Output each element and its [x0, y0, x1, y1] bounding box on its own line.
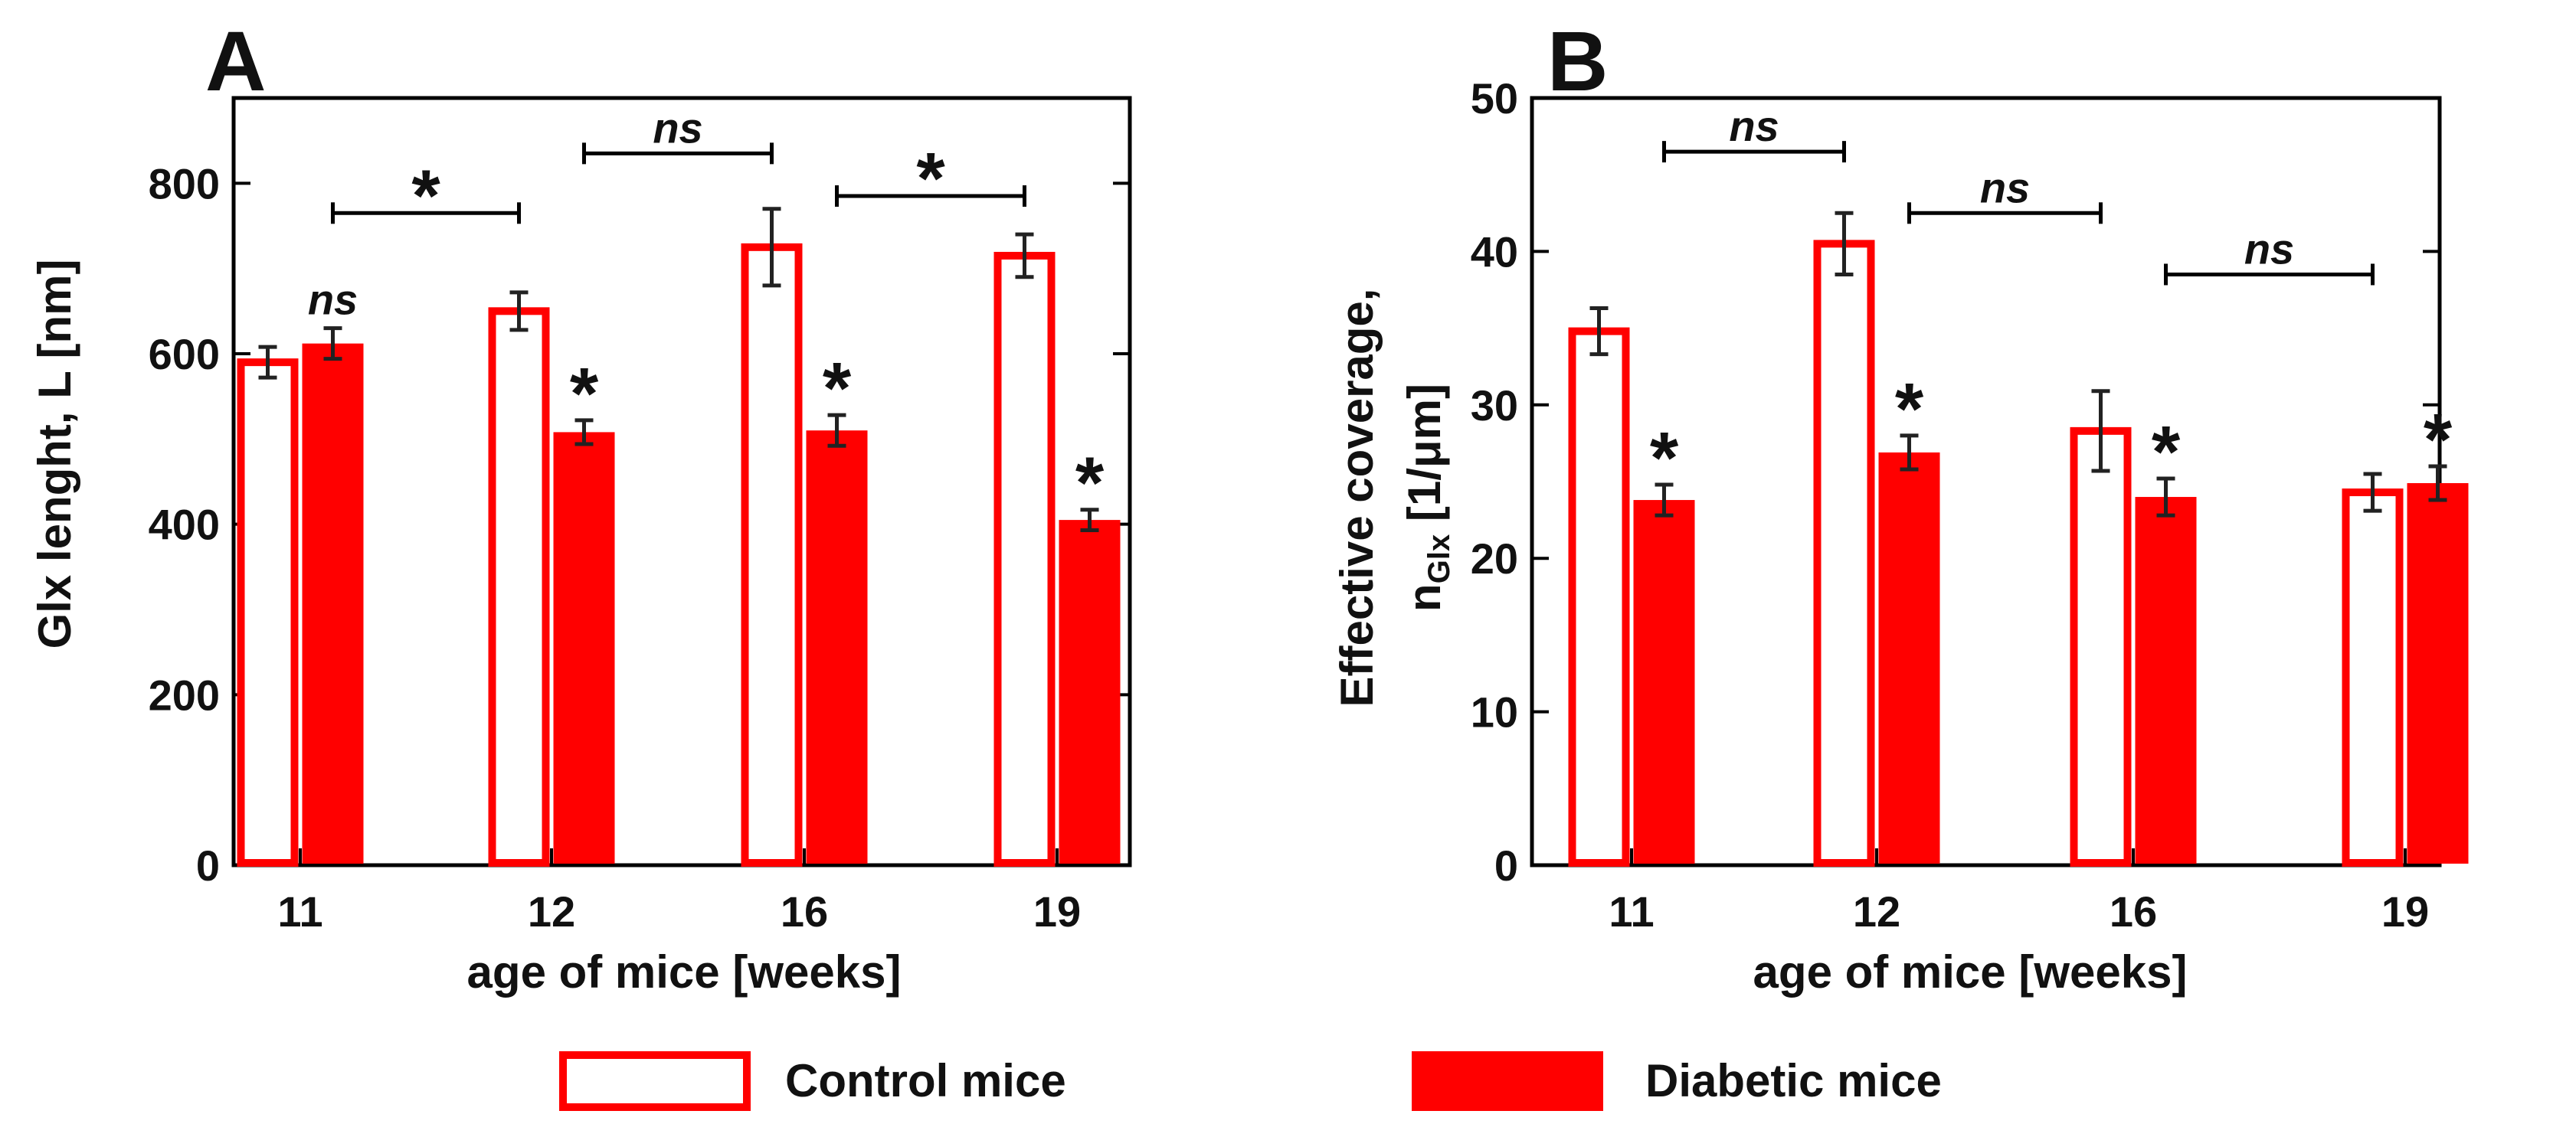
legend-swatch-diabetic [1412, 1051, 1603, 1111]
panel-b-y-tick-label: 40 [1471, 227, 1518, 276]
panel-a-bar-control [237, 358, 299, 867]
legend-label-control: Control mice [785, 1055, 1066, 1106]
panel-b-x-axis-title: age of mice [weeks] [1753, 946, 2188, 998]
panel-b-comparison-label: ns [1980, 163, 2030, 211]
panel-a-x-tick-label: 11 [277, 887, 322, 936]
panel-b-y-tick-label: 50 [1471, 74, 1518, 123]
panel-b-bar-control [2070, 426, 2132, 867]
panel-b-y-axis-title-line2: nGlx [1/μm] [1399, 384, 1456, 612]
panel-a-plot: 0 200 400 600 800 11 12 16 19 ns * * * * ns * [149, 96, 1132, 936]
panel-a-x-axis-title: age of mice [weeks] [467, 946, 902, 998]
panel-a-bar-annotation: * [570, 353, 599, 435]
panel-a-y-tick-label: 800 [149, 159, 220, 207]
panel-a-y-tick-label: 600 [149, 330, 220, 378]
panel-b-x-tick-label: 19 [2381, 887, 2429, 936]
panel-a-bar-control [993, 251, 1056, 867]
panel-b-y-axis-title-line1: Effective coverage, [1331, 289, 1383, 707]
panel-b-plot: 0 10 20 30 40 50 11 12 16 19 * * * * ns ns ns [1471, 74, 2469, 936]
panel-a-y-tick-label: 0 [196, 841, 220, 890]
legend: Control mice Diabetic mice [559, 1051, 1942, 1111]
panel-b-y-tick-label: 20 [1471, 534, 1518, 583]
panel-b-bar-annotation: * [2424, 399, 2453, 481]
legend-label-diabetic: Diabetic mice [1645, 1055, 1942, 1106]
panel-a-x-tick-label: 19 [1033, 887, 1081, 936]
panel-b-x-tick-label: 16 [2110, 887, 2157, 936]
panel-b-bar-annotation: * [1650, 417, 1679, 499]
panel-a-y-axis-title: Glx lenght, L [nm] [29, 260, 80, 649]
panel-b-bar-annotation: * [2152, 411, 2181, 493]
panel-a-comparison-label: * [411, 155, 440, 237]
panel-a-bar-diabetic [1059, 520, 1121, 864]
panel-b-x-tick-label: 12 [1853, 887, 1900, 936]
panel-b-bar-annotation: * [1895, 368, 1924, 450]
panel-b-y-tick-label: 30 [1471, 381, 1518, 430]
panel-b-bar-control [1568, 327, 1630, 867]
panel-b-bar-diabetic [2135, 497, 2197, 864]
panel-b: B Effective coverage, nGlx [1/μm] age of… [1331, 15, 2469, 998]
panel-a-letter: A [205, 15, 266, 109]
panel-b-letter: B [1547, 15, 1608, 109]
panel-a-bar-annotation: ns [308, 276, 358, 324]
panel-b-comparison-label: ns [1729, 102, 1779, 150]
panel-a-comparison-label: * [916, 138, 945, 220]
panel-a-bar-diabetic [806, 430, 868, 864]
panel-a-y-tick-label: 200 [149, 671, 220, 719]
panel-b-y-tick-label: 0 [1494, 841, 1518, 890]
panel-a-bar-annotation: * [1075, 443, 1105, 524]
panel-b-y-tick-label: 10 [1471, 688, 1518, 737]
panel-a-bar-diabetic [553, 432, 615, 864]
panel-a-bar-control [488, 307, 550, 867]
panel-b-bar-diabetic [2407, 483, 2469, 864]
panel-a-x-tick-label: 16 [781, 887, 828, 936]
panel-b-bar-diabetic [1633, 500, 1695, 864]
panel-a-bar-annotation: * [823, 348, 852, 430]
panel-b-y-axis-subscript: Glx [1422, 534, 1456, 583]
panel-b-x-tick-label: 11 [1609, 887, 1654, 936]
panel-a-y-tick-label: 400 [149, 501, 220, 549]
panel-b-bar-diabetic [1878, 452, 1940, 864]
panel-b-y-axis-unit: [1/μm] [1399, 384, 1450, 534]
panel-a: A Glx lenght, L [nm] age of mice [weeks]… [29, 15, 1132, 998]
legend-swatch-control [559, 1051, 751, 1111]
panel-a-comparison-label: ns [653, 103, 702, 152]
panel-b-comparison-label: ns [2244, 224, 2294, 273]
panel-a-axes-frame [231, 96, 1132, 867]
panel-a-x-tick-label: 12 [528, 887, 575, 936]
panel-b-bar-control [1813, 240, 1875, 867]
panel-a-bar-control [741, 243, 803, 867]
panel-b-y-axis-symbol: n [1399, 583, 1450, 612]
panel-b-bar-control [2342, 488, 2404, 867]
panel-a-bar-diabetic [302, 343, 364, 864]
